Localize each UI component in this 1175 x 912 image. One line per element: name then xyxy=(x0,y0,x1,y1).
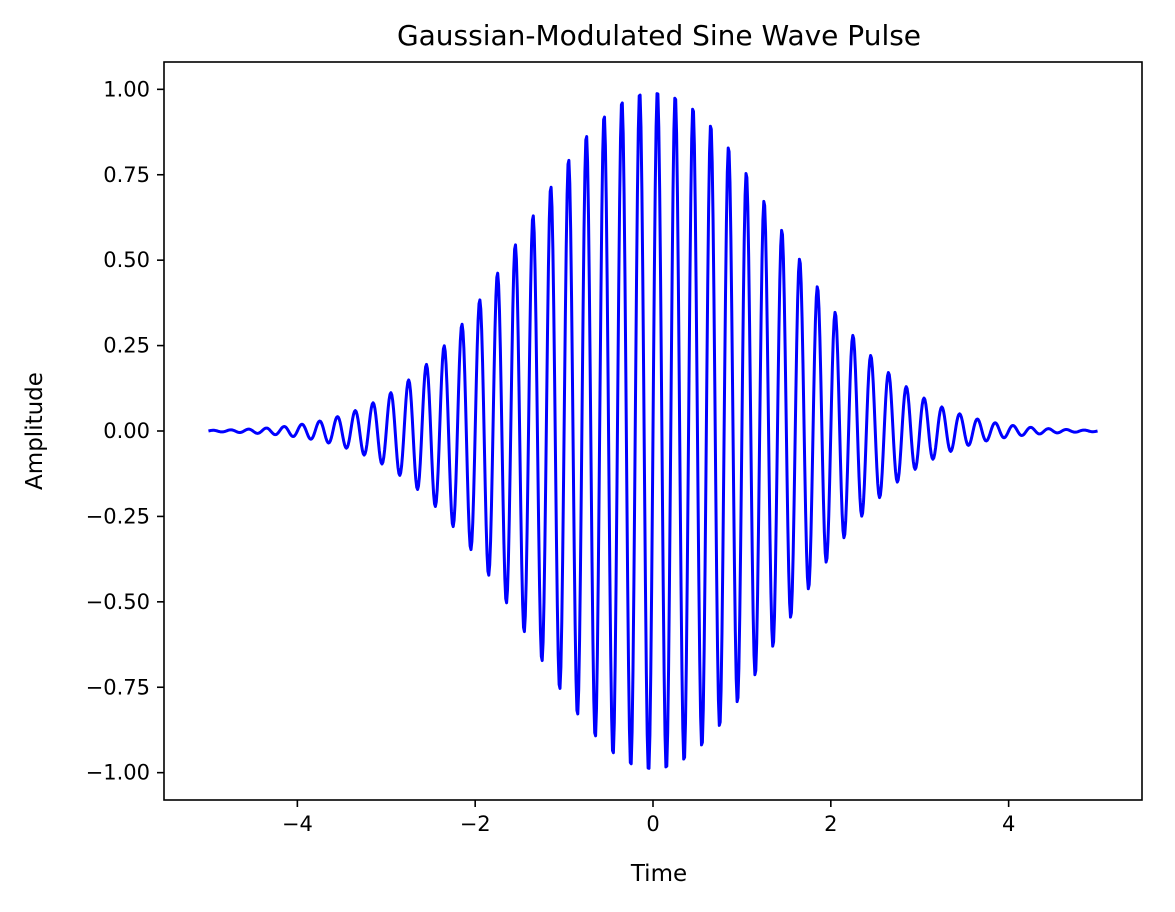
y-tick-label: −1.00 xyxy=(86,761,150,785)
y-tick-label: 0.00 xyxy=(103,419,150,443)
x-axis-ticks: −4 −2 0 2 4 xyxy=(282,800,1015,836)
x-axis-label: Time xyxy=(630,861,687,887)
x-tick-label: 4 xyxy=(1002,812,1015,836)
y-tick-label: −0.50 xyxy=(86,590,150,614)
x-tick-label: −2 xyxy=(460,812,491,836)
y-tick-label: 1.00 xyxy=(103,77,150,101)
y-tick-label: −0.75 xyxy=(86,675,150,699)
plot-layer xyxy=(207,92,1099,770)
series-line-0 xyxy=(207,92,1099,770)
y-tick-label: 0.75 xyxy=(103,163,150,187)
x-tick-label: −4 xyxy=(282,812,313,836)
y-axis-ticks: 1.00 0.75 0.50 0.25 0.00 −0.25 −0.50 −0.75 −1.00 xyxy=(86,77,164,785)
x-tick-label: 0 xyxy=(646,812,659,836)
y-tick-label: 0.25 xyxy=(103,334,150,358)
chart-title: Gaussian-Modulated Sine Wave Pulse xyxy=(397,19,921,52)
x-tick-label: 2 xyxy=(824,812,837,836)
y-tick-label: −0.25 xyxy=(86,504,150,528)
y-tick-label: 0.50 xyxy=(103,248,150,272)
y-axis-label: Amplitude xyxy=(22,372,48,490)
